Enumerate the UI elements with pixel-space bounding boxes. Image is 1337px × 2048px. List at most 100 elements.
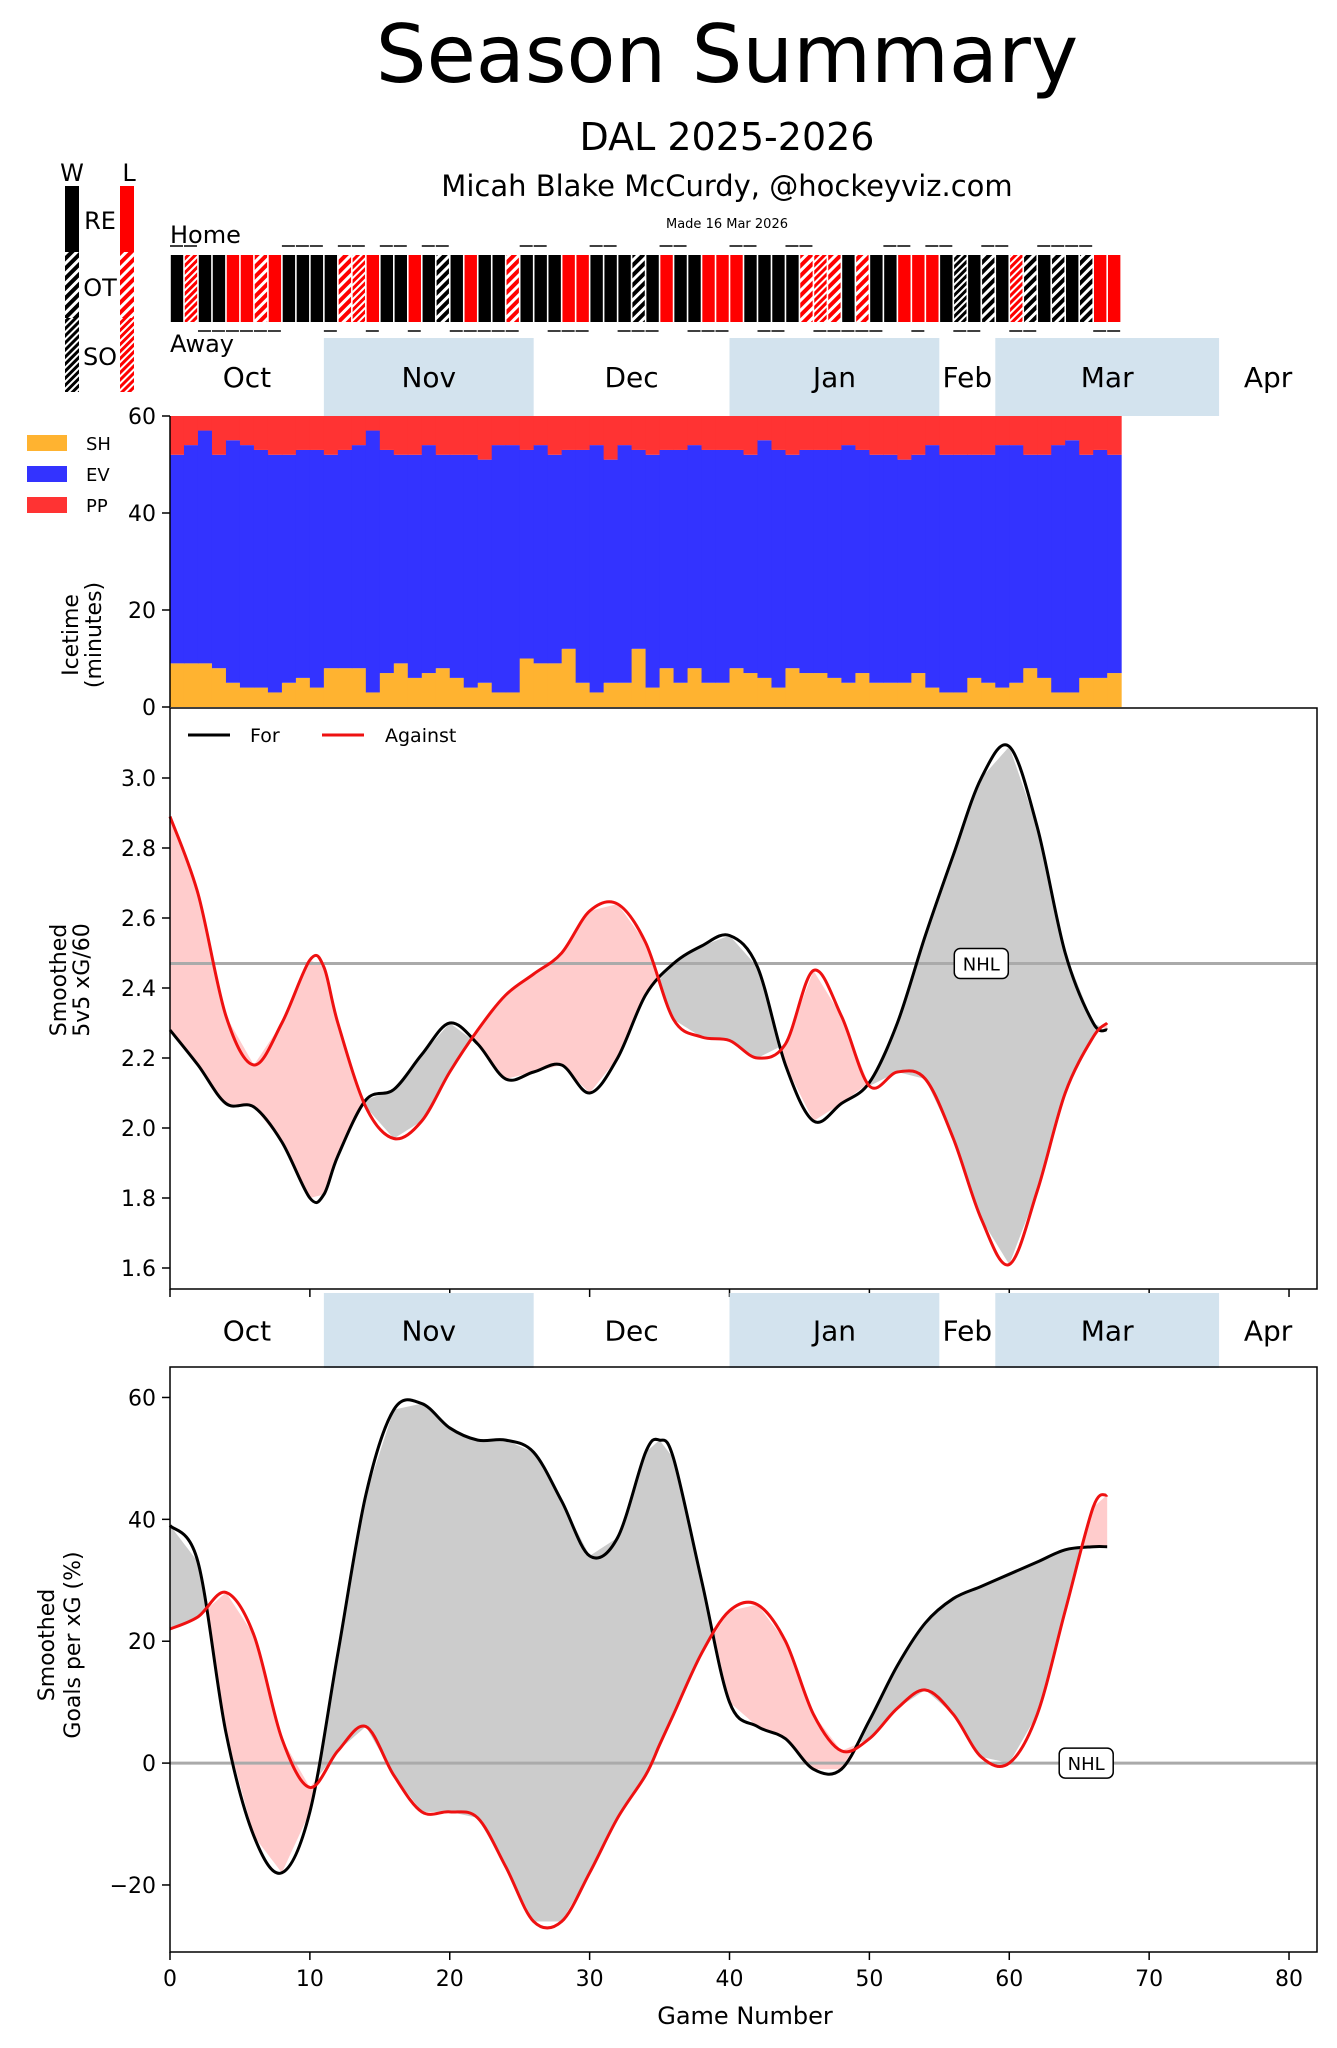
game-result-62 (1024, 255, 1037, 322)
icetime-bar-pp-49 (841, 416, 856, 446)
for-advantage-fill-4 (855, 1546, 1083, 1764)
game-result-26 (520, 255, 533, 322)
icetime-bar-sh-15 (365, 692, 381, 707)
icetime-bar-ev-53 (897, 459, 912, 683)
icetime-bar-ev-21 (449, 454, 465, 678)
month-label-apr-top: Apr (1244, 361, 1293, 394)
game-result-37 (674, 255, 687, 322)
icetime-bar-pp-50 (855, 416, 870, 450)
icetime-bar-ev-8 (267, 454, 283, 693)
game-results-strip (170, 245, 1121, 332)
month-band-nov-top (323, 338, 534, 416)
ytick-label-6: 2.8 (121, 837, 156, 862)
nhl-label-box (953, 947, 1010, 980)
icetime-bar-ev-51 (869, 454, 884, 683)
game-result-53 (898, 255, 911, 322)
against-line (168, 815, 1109, 1267)
icetime-bar-sh-51 (869, 682, 884, 707)
figure-title: Season Summary (376, 8, 1078, 101)
xtick-label-8: 80 (1275, 1967, 1303, 1992)
xtick-label-6: 60 (995, 1967, 1023, 1992)
game-result-48 (828, 255, 841, 322)
game-result-7 (254, 255, 268, 322)
icetime-bar-sh-53 (897, 682, 912, 707)
xg-ylabel-line1: Smoothed (47, 924, 72, 1036)
icetime-bar-ev-7 (253, 449, 269, 688)
icetime-bar-sh-23 (477, 682, 493, 707)
game-result-47 (814, 255, 827, 322)
icetime-bar-pp-3 (197, 416, 213, 431)
game-result-64 (1052, 255, 1065, 322)
icetime-bar-ev-33 (617, 445, 633, 683)
legend-for-label: For (250, 725, 280, 747)
icetime-ytick-label-2: 40 (128, 502, 156, 527)
game-result-52 (884, 255, 897, 322)
icetime-bar-pp-43 (757, 416, 772, 441)
icetime-bar-pp-51 (869, 416, 884, 455)
game-result-13 (338, 255, 352, 322)
icetime-bar-sh-36 (659, 668, 675, 707)
icetime-bar-sh-62 (1023, 668, 1038, 707)
xtick-label-4: 40 (716, 1967, 744, 1992)
game-result-58 (968, 255, 981, 322)
icetime-bar-sh-33 (617, 682, 633, 707)
month-band-nov-middle (323, 1293, 534, 1368)
game-result-12 (324, 255, 338, 322)
plot-frame (169, 707, 1318, 1290)
game-result-56 (940, 255, 953, 322)
icetime-bar-sh-47 (813, 673, 828, 707)
icetime-bar-ev-50 (855, 449, 870, 674)
icetime-bar-ev-18 (407, 454, 423, 678)
icetime-ylabel-line2: (minutes) (82, 582, 107, 688)
icetime-bar-sh-30 (575, 682, 591, 707)
icetime-bar-ev-66 (1079, 454, 1094, 678)
game-result-39 (702, 255, 715, 322)
icetime-bar-pp-1 (170, 416, 185, 455)
icetime-bar-sh-5 (225, 682, 241, 707)
for-advantage-fill-5 (869, 746, 1104, 1265)
game-result-50 (856, 255, 869, 322)
icetime-bar-ev-16 (379, 449, 395, 674)
icetime-bar-ev-2 (183, 445, 199, 664)
icetime-bar-ev-63 (1037, 454, 1052, 678)
icetime-bar-ev-60 (995, 445, 1010, 688)
icetime-bar-ev-65 (1065, 440, 1080, 693)
game-result-55 (926, 255, 939, 322)
icetime-bar-ev-58 (967, 454, 982, 678)
icetime-bar-sh-12 (323, 668, 339, 707)
game-result-40 (716, 255, 729, 322)
game-result-24 (492, 255, 505, 322)
icetime-bar-ev-37 (673, 449, 689, 683)
month-label-dec-top: Dec (605, 361, 659, 394)
icetime-ytick-label-1: 20 (128, 599, 156, 624)
icetime-bar-sh-4 (211, 668, 227, 707)
icetime-bar-pp-37 (673, 416, 689, 450)
icetime-bar-ev-59 (981, 454, 996, 683)
icetime-bar-pp-33 (617, 416, 633, 446)
ytick-label-3: 40 (128, 1508, 156, 1533)
month-label-nov-middle: Nov (401, 1315, 456, 1348)
icetime-bar-ev-4 (211, 454, 227, 669)
game-result-20 (436, 255, 449, 322)
xtick-label-1: 10 (296, 1967, 324, 1992)
xtick-label-7: 70 (1135, 1967, 1163, 1992)
game-result-67 (1093, 255, 1107, 322)
icetime-bar-ev-57 (953, 454, 968, 693)
icetime-bar-ev-52 (883, 454, 898, 683)
icetime-bar-pp-7 (253, 416, 269, 450)
icetime-bar-pp-40 (715, 416, 731, 450)
icetime-ylabel-line1: Icetime (59, 594, 84, 676)
game-result-29 (562, 255, 575, 322)
game-result-35 (646, 255, 659, 322)
month-label-feb-middle: Feb (943, 1315, 993, 1348)
game-result-51 (870, 255, 883, 322)
icetime-bar-ev-15 (365, 430, 381, 693)
game-result-15 (366, 255, 380, 322)
game-result-9 (282, 255, 296, 322)
icetime-bar-ev-62 (1023, 454, 1038, 669)
icetime-bar-ev-17 (393, 454, 409, 664)
icetime-bar-pp-48 (827, 416, 842, 450)
icetime-bar-sh-17 (393, 663, 409, 707)
icetime-bar-pp-29 (561, 416, 577, 450)
